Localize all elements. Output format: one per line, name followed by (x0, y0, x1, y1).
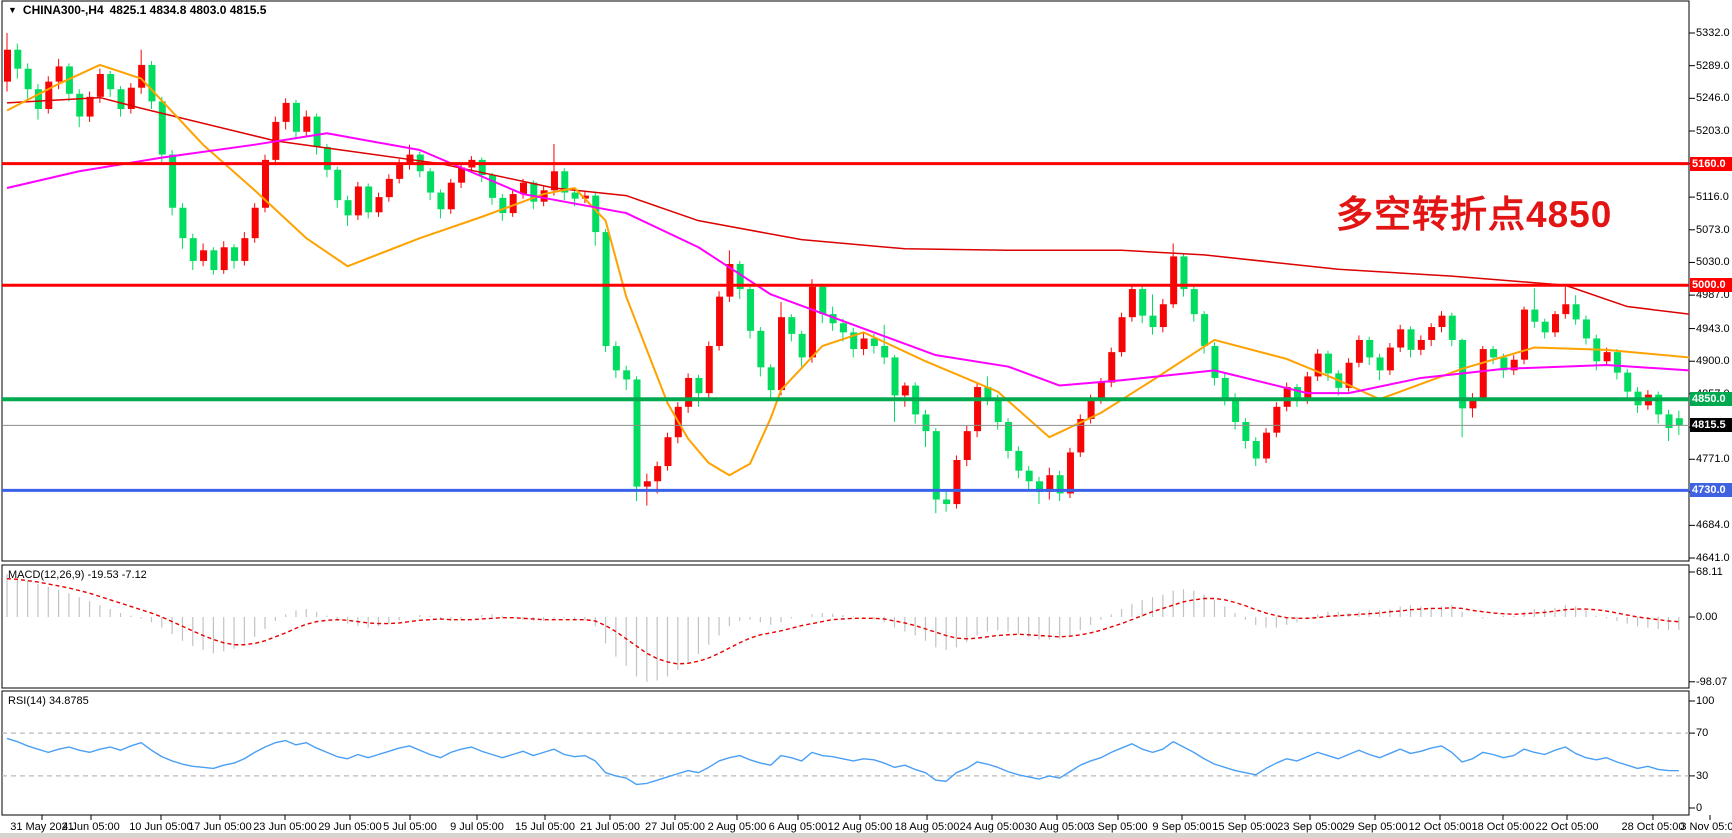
price-tick-label: 5246.0 (1696, 92, 1730, 105)
time-tick-label: 5 Jul 05:00 (383, 821, 437, 833)
time-tick-label: 12 Aug 05:00 (827, 821, 893, 833)
candles-layer (4, 33, 1683, 514)
price-tick-label: 5030.0 (1696, 256, 1730, 269)
price-tag-4850.0: 4850.0 (1690, 392, 1732, 407)
time-tick-label: 29 Sep 05:00 (1342, 821, 1408, 833)
macd-scale-label: 0.00 (1696, 611, 1718, 623)
time-tick-label: 6 Aug 05:00 (768, 821, 828, 833)
time-tick-label: 17 Jun 05:00 (188, 821, 252, 833)
rsi-layer (2, 732, 1689, 786)
rsi-scale-label: 0 (1696, 802, 1703, 814)
time-tick-label: 22 Oct 05:00 (1535, 821, 1599, 833)
time-tick-label: 21 Jul 05:00 (580, 821, 640, 833)
price-tick-label: 4900.0 (1696, 355, 1730, 368)
axis-ticks (41, 32, 1711, 820)
price-tick-label: 5289.0 (1696, 59, 1730, 72)
price-tick-label: 4684.0 (1696, 519, 1730, 532)
chart-title-bar: ▼ CHINA300-,H4 4825.1 4834.8 4803.0 4815… (8, 3, 266, 17)
time-tick-label: 3 Sep 05:00 (1088, 821, 1148, 833)
time-tick-label: 4 Jun 05:00 (62, 821, 120, 833)
price-tick-label: 4943.0 (1696, 322, 1730, 335)
time-tick-label: 2 Aug 05:00 (707, 821, 767, 833)
annotation-text: 多空转折点4850 (1336, 194, 1613, 235)
time-tick-label: 3 Nov 05:00 (1680, 821, 1732, 833)
symbol-period-label: CHINA300-,H4 (22, 3, 104, 17)
rsi-scale-label: 30 (1696, 769, 1709, 782)
rsi-scale-label: 70 (1696, 727, 1709, 740)
macd-scale-label: -98.07 (1696, 675, 1728, 688)
macd-signal-line (6, 577, 1679, 665)
rsi-indicator-label: RSI(14) 34.8785 (8, 695, 89, 707)
panel-borders (1, 0, 1690, 816)
time-tick-label: 23 Sep 05:00 (1277, 821, 1343, 833)
price-tag-4730.0: 4730.0 (1690, 483, 1732, 498)
rsi-scale-label: 100 (1696, 695, 1715, 707)
price-tick-label: 5332.0 (1696, 27, 1730, 39)
time-tick-label: 18 Oct 05:00 (1471, 821, 1535, 833)
ma-slow-red-line (6, 96, 1690, 315)
ma-mid-orange-line (6, 63, 1690, 477)
time-tick-label: 15 Jul 05:00 (515, 821, 575, 833)
price-tick-label: 5116.0 (1696, 191, 1729, 204)
level-lines (2, 162, 1689, 492)
price-tag-4815.5: 4815.5 (1690, 418, 1732, 433)
time-tick-label: 18 Aug 05:00 (894, 821, 960, 833)
price-tag-5000.0: 5000.0 (1690, 278, 1732, 293)
price-tick-label: 4771.0 (1696, 453, 1730, 466)
time-tick-label: 28 Oct 05:00 (1621, 821, 1685, 833)
ma-fast-magenta-line (6, 132, 1690, 395)
time-tick-label: 15 Sep 05:00 (1212, 821, 1278, 833)
time-axis[interactable]: 31 May 2021 4 Jun 05:00 10 Jun 05:00 17 Jun… (0, 815, 1732, 838)
time-tick-label: 23 Jun 05:00 (253, 821, 317, 833)
ohlc-values: 4825.1 4834.8 4803.0 4815.5 (109, 3, 267, 17)
time-tick-label: 9 Sep 05:00 (1152, 821, 1212, 833)
time-tick-label: 31 May 2021 (10, 821, 74, 833)
price-tag-5160.0: 5160.0 (1690, 156, 1732, 171)
window-bottom-strip (0, 833, 1732, 838)
price-axis[interactable]: 5332.0 5289.0 5246.0 5203.0 5160.0 5116.0 5073… (1689, 0, 1732, 838)
macd-histogram (6, 574, 1680, 682)
time-tick-label: 24 Aug 05:00 (959, 821, 1025, 833)
time-tick-label: 10 Jun 05:00 (129, 821, 193, 833)
time-tick-label: 29 Jun 05:00 (318, 821, 382, 833)
time-tick-label: 27 Jul 05:00 (645, 821, 705, 833)
macd-indicator-label: MACD(12,26,9) -19.53 -7.12 (8, 569, 147, 581)
price-tick-label: 5073.0 (1696, 223, 1730, 236)
macd-scale-label: 68.11 (1696, 565, 1723, 578)
price-tick-label: 4641.0 (1696, 552, 1730, 565)
price-tick-label: 5203.0 (1696, 125, 1730, 137)
time-tick-label: 9 Jul 05:00 (450, 821, 504, 833)
symbol-dropdown-icon[interactable]: ▼ (8, 5, 17, 15)
time-tick-label: 12 Oct 05:00 (1408, 821, 1472, 833)
time-tick-label: 30 Aug 05:00 (1024, 821, 1090, 833)
